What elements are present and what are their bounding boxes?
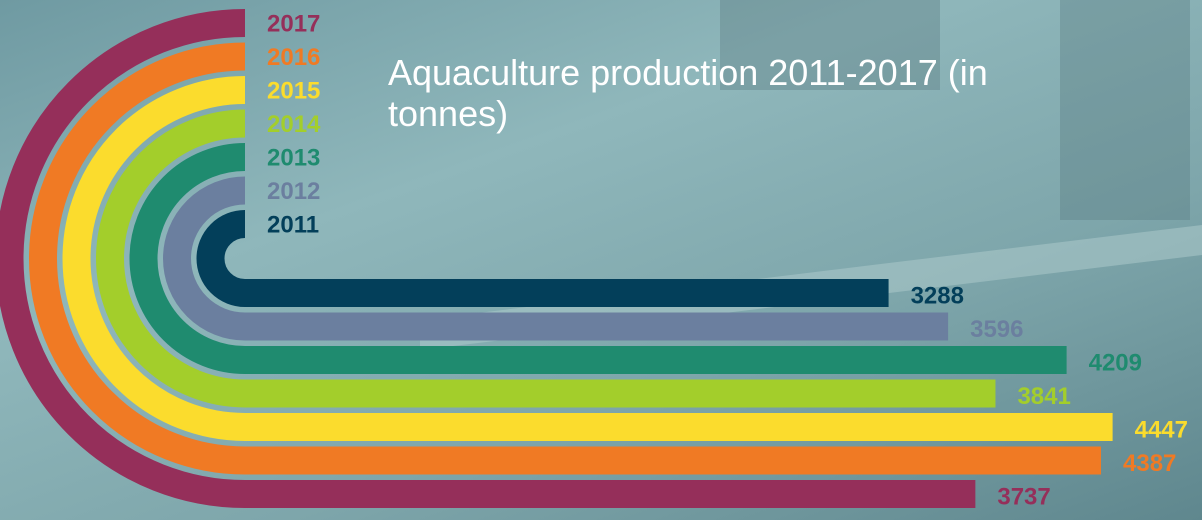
category-label: 2011 [267, 211, 319, 238]
value-label: 4387 [1123, 450, 1176, 477]
category-label: 2015 [267, 77, 320, 104]
arc [62, 76, 253, 441]
figure [720, 0, 940, 90]
figure [1060, 0, 1190, 220]
value-label: 4209 [1089, 349, 1142, 376]
bar [253, 379, 996, 408]
bar [253, 346, 1067, 374]
bar [253, 312, 949, 341]
category-label: 2013 [267, 144, 320, 171]
bar [253, 480, 976, 508]
bar [253, 279, 889, 307]
arc [0, 9, 253, 508]
arc [96, 109, 253, 408]
category-label: 2016 [267, 44, 320, 71]
value-label: 3288 [911, 282, 964, 309]
bar [253, 446, 1102, 475]
value-label: 3841 [1017, 383, 1070, 410]
category-label: 2012 [267, 178, 320, 205]
value-label: 4447 [1135, 416, 1188, 443]
category-label: 2014 [267, 111, 321, 138]
arc [29, 42, 253, 475]
category-label: 2017 [267, 10, 320, 37]
bar [253, 413, 1113, 441]
arc [163, 176, 253, 341]
arc [196, 210, 253, 307]
chart-title: Aquaculture production 2011-2017 (in ton… [388, 52, 988, 135]
value-label: 3596 [970, 316, 1023, 343]
value-label: 3737 [997, 483, 1050, 510]
arc [129, 143, 253, 374]
